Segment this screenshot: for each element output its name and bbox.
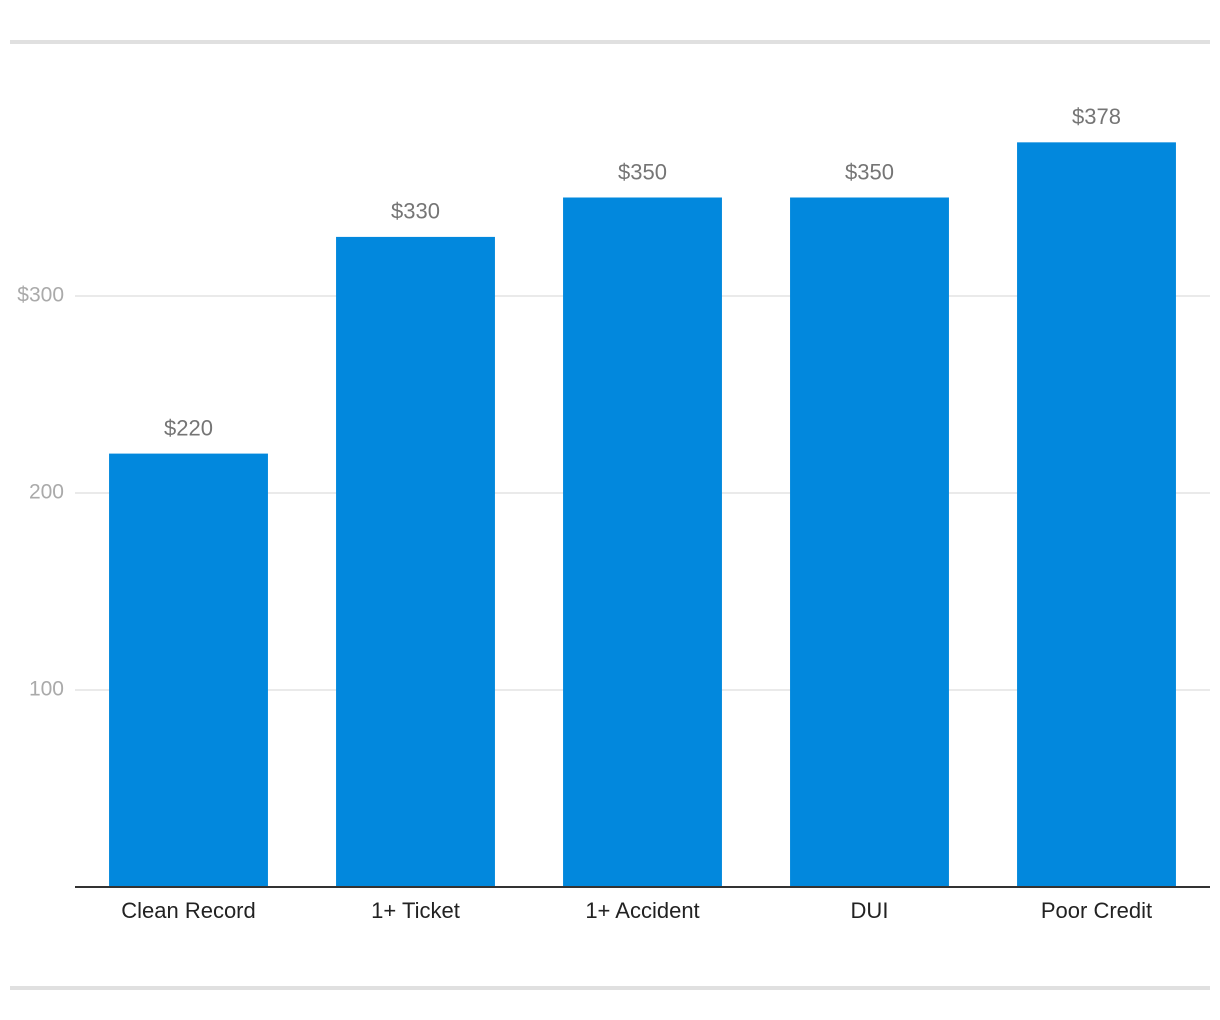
top-divider [10,40,1210,44]
value-label: $220 [164,415,213,440]
bar [336,236,495,887]
bar [109,453,268,887]
value-label: $330 [391,199,440,224]
x-tick-label: Clean Record [121,898,256,923]
value-label: $378 [1072,104,1121,129]
value-label: $350 [618,159,667,184]
y-tick-label: 200 [29,481,64,504]
y-tick-label: $300 [17,284,64,307]
x-tick-label: 1+ Ticket [371,898,460,923]
bar [1017,142,1176,888]
bottom-divider [10,986,1210,990]
value-label: $350 [845,159,894,184]
x-tick-label: 1+ Accident [585,898,699,923]
bar [790,197,949,887]
x-tick-label: Poor Credit [1041,898,1152,923]
bar [563,197,722,887]
x-tick-label: DUI [851,898,889,923]
y-tick-label: 100 [29,678,64,701]
